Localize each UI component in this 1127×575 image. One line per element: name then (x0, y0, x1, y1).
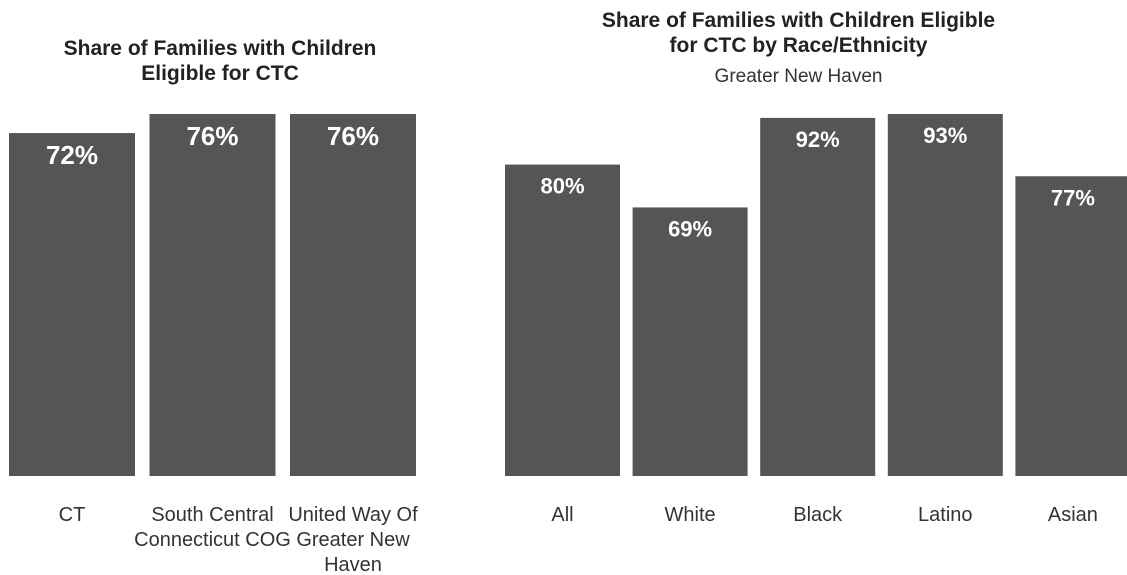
x-tick-label: Black (793, 504, 843, 526)
data-label: 72% (46, 140, 98, 170)
x-tick-label-line: Latino (918, 504, 973, 526)
bar-south-central-connecticut-cog (150, 114, 276, 476)
x-tick-label: Latino (918, 504, 973, 526)
bar-all (505, 165, 620, 476)
x-tick-label: White (665, 504, 716, 526)
bar-asian (1015, 176, 1127, 476)
x-tick-label-line: Black (793, 504, 843, 526)
x-tick-label-line: Greater New (296, 529, 410, 551)
bar-united-way-of-greater-new-haven (290, 114, 416, 476)
x-tick-label-line: United Way Of (288, 504, 418, 526)
data-label: 93% (923, 123, 967, 148)
data-label: 80% (540, 174, 584, 199)
x-tick-label-line: Connecticut COG (134, 529, 291, 551)
x-tick-label-line: CT (59, 504, 86, 526)
x-tick-label: United Way Of Greater New Haven (288, 504, 418, 575)
chart-eligibility-by-region: Share of Families with Children Eligible… (0, 0, 440, 575)
data-label: 76% (186, 121, 238, 151)
bar-ct (9, 133, 135, 476)
x-tick-label-line: All (551, 504, 573, 526)
x-tick-label: CT (59, 504, 86, 526)
x-tick-label: All (551, 504, 573, 526)
x-tick-label: Asian (1048, 504, 1098, 526)
bar-chart-plot: 72% CT 76% South Central Connecticut COG 76% U… (0, 0, 440, 575)
bar-latino (888, 114, 1003, 476)
x-tick-label: South Central Connecticut COG (134, 504, 291, 551)
x-tick-label-line: White (665, 504, 716, 526)
x-tick-label-line: Haven (324, 554, 382, 575)
bar-black (760, 118, 875, 476)
data-label: 77% (1051, 185, 1095, 210)
x-tick-label-line: Asian (1048, 504, 1098, 526)
data-label: 76% (327, 121, 379, 151)
chart-eligibility-by-race: Share of Families with Children Eligible… (470, 0, 1127, 575)
data-label: 92% (796, 127, 840, 152)
data-label: 69% (668, 216, 712, 241)
bar-white (633, 207, 748, 476)
x-tick-label-line: South Central (151, 504, 273, 526)
bar-chart-plot: 80% All 69% White 92% Black 93% Latino 77% Asian (470, 0, 1127, 575)
